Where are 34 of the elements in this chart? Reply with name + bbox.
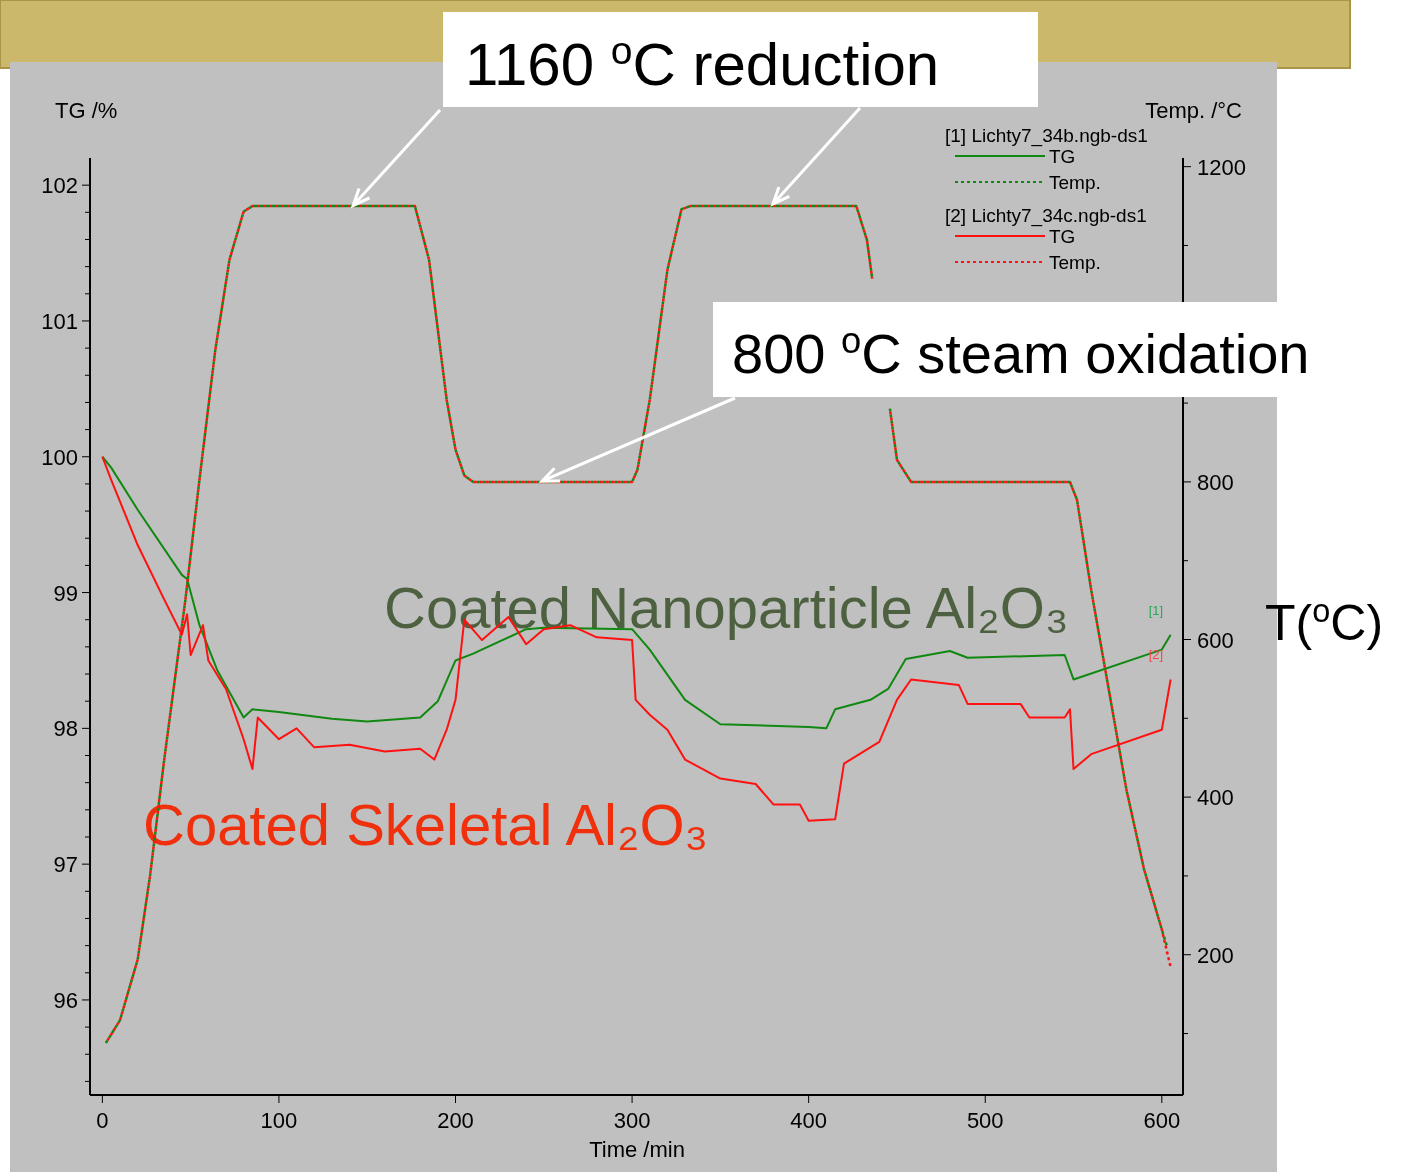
legend-label: TG: [1049, 145, 1076, 167]
legend-label: TG: [1049, 225, 1076, 247]
y-tick-label: 102: [41, 173, 78, 199]
annotation: [2] Lichty7_34c.ngb-ds1: [945, 205, 1147, 227]
y2-axis-title: Temp. /°C: [1145, 98, 1243, 123]
y-tick-label: 99: [53, 580, 78, 606]
y-tick-label: 98: [53, 716, 78, 742]
legend-label: Temp.: [1049, 251, 1101, 273]
y2-tick-label: 600: [1197, 627, 1234, 653]
x-tick-label: 0: [96, 1108, 109, 1133]
text: [1] Lichty7_34b.ngb-ds1: [945, 125, 1148, 147]
y-tick-label: 97: [53, 852, 78, 878]
legend-label: Temp.: [1049, 171, 1101, 193]
x-tick-label: 600: [1143, 1108, 1181, 1133]
x-tick-label: 200: [437, 1108, 474, 1133]
x-tick-label: 400: [790, 1108, 828, 1133]
x-tick-label: 300: [613, 1108, 651, 1133]
y2-tick-label: 400: [1197, 785, 1234, 811]
annotation: [2]: [1148, 647, 1164, 663]
y-axis-title: TG /%: [55, 98, 118, 123]
x-tick-label: 100: [260, 1108, 298, 1133]
annotation: 1160 $^{o}$C reduction: [465, 28, 940, 98]
x-tick-label: 500: [966, 1108, 1004, 1133]
x-axis-title: Time /min: [589, 1137, 685, 1162]
annotation: Coated Nanoparticle Al₂O₃: [384, 575, 1069, 640]
y2-tick-label: 800: [1197, 469, 1234, 495]
y-tick-label: 96: [53, 987, 78, 1013]
y2-tick-label: 1200: [1197, 154, 1246, 180]
annotation: 800 $^{o}$C steam oxidation: [732, 319, 1310, 385]
text: T($^{o}$C): [1265, 593, 1384, 651]
annotation: [1]: [1148, 602, 1164, 618]
y-tick-label: 101: [41, 308, 78, 334]
y-tick-label: 100: [41, 444, 78, 470]
y2-tick-label: 200: [1197, 942, 1234, 968]
